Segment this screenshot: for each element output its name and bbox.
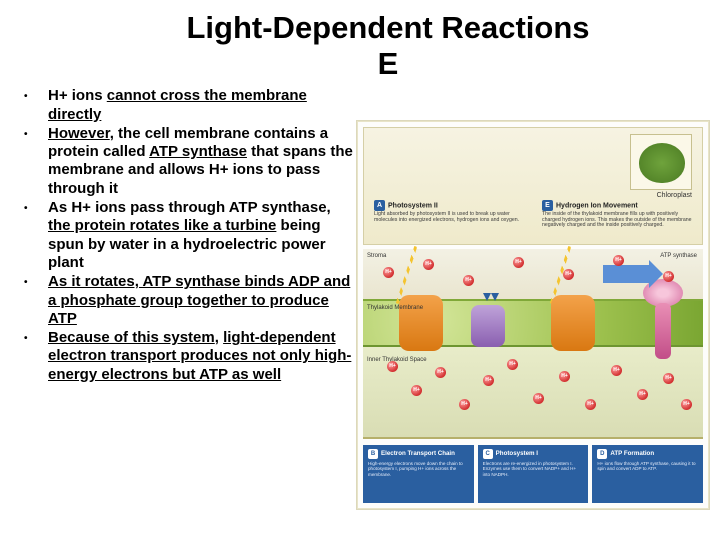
h-ion: H+ xyxy=(585,399,596,410)
bullet-text: However, the cell membrane contains a pr… xyxy=(48,125,356,198)
bullet-text: Because of this system, light-dependent … xyxy=(48,329,356,384)
atp-synthase-stem xyxy=(655,303,671,359)
h-ion: H+ xyxy=(663,271,674,282)
h-ion: H+ xyxy=(423,259,434,270)
bullet-text: H+ ions cannot cross the membrane direct… xyxy=(48,87,356,124)
bottom-panel-d: DATP Formation H+ ions flow through ATP … xyxy=(592,445,703,503)
bullet-marker: • xyxy=(24,199,48,215)
h-ion: H+ xyxy=(563,269,574,280)
bullet-text: As H+ ions pass through ATP synthase, th… xyxy=(48,199,356,272)
h-ion: H+ xyxy=(611,365,622,376)
bullet-item: • However, the cell membrane contains a … xyxy=(24,125,356,198)
figure-top-region: Chloroplast APhotosystem II Light absorb… xyxy=(363,127,703,245)
chloroplast-icon xyxy=(639,143,685,183)
panel-e: EHydrogen Ion Movement The inside of the… xyxy=(542,200,692,240)
arrow-down-icon xyxy=(483,293,491,301)
h-ion: H+ xyxy=(483,375,494,386)
membrane-label: Thylakoid Membrane xyxy=(367,305,423,311)
photosystem-ii xyxy=(399,295,443,351)
atp-synthase xyxy=(641,279,685,359)
panel-e-title: EHydrogen Ion Movement xyxy=(542,200,692,211)
chloroplast-label: Chloroplast xyxy=(657,192,692,199)
content-row: • H+ ions cannot cross the membrane dire… xyxy=(24,87,712,385)
h-ion: H+ xyxy=(387,361,398,372)
bullet-item: • As it rotates, ATP synthase binds ADP … xyxy=(24,273,356,328)
figure-frame: Chloroplast APhotosystem II Light absorb… xyxy=(356,120,710,510)
bottom-panel-b: BElectron Transport Chain High-energy el… xyxy=(363,445,474,503)
atp-synthase-label: ATP synthase xyxy=(660,253,697,259)
figure-column: Chloroplast APhotosystem II Light absorb… xyxy=(356,120,710,510)
electron-carrier xyxy=(471,305,505,347)
bullet-marker: • xyxy=(24,87,48,103)
h-ion: H+ xyxy=(663,373,674,384)
bottom-panel-text: High-energy electrons move down the chai… xyxy=(368,461,469,477)
text-column: • H+ ions cannot cross the membrane dire… xyxy=(24,87,362,385)
h-ion: H+ xyxy=(507,359,518,370)
bottom-panel-title: CPhotosystem I xyxy=(483,449,584,459)
h-ion: H+ xyxy=(459,399,470,410)
title-line-1: Light-Dependent Reactions xyxy=(186,10,589,45)
h-ion: H+ xyxy=(533,393,544,404)
bottom-panel-title: BElectron Transport Chain xyxy=(368,449,469,459)
panel-a-title: APhotosystem II xyxy=(374,200,524,211)
stroma-label: Stroma xyxy=(367,253,386,259)
panel-a-text: Light absorbed by photosystem II is used… xyxy=(374,212,524,223)
figure-diagram: Thylakoid Membrane Inner Thylakoid Space… xyxy=(363,249,703,439)
h-ion: H+ xyxy=(513,257,524,268)
bullet-item: • Because of this system, light-dependen… xyxy=(24,329,356,384)
slide: Light-Dependent Reactions E • H+ ions ca… xyxy=(0,0,720,540)
h-ion: H+ xyxy=(559,371,570,382)
photosystem-i xyxy=(551,295,595,351)
arrow-icon xyxy=(603,265,651,283)
arrow-down-icon xyxy=(491,293,499,301)
bottom-panel-c: CPhotosystem I Electrons are re-energize… xyxy=(478,445,589,503)
figure-bottom-panels: BElectron Transport Chain High-energy el… xyxy=(363,445,703,503)
bullet-item: • As H+ ions pass through ATP synthase, … xyxy=(24,199,356,272)
chloroplast-inset xyxy=(630,134,692,190)
bottom-panel-text: Electrons are re-energized in photosyste… xyxy=(483,461,584,477)
panel-e-text: The inside of the thylakoid membrane fil… xyxy=(542,212,692,229)
h-ion: H+ xyxy=(681,399,692,410)
bullet-list: • H+ ions cannot cross the membrane dire… xyxy=(24,87,356,384)
bullet-marker: • xyxy=(24,273,48,289)
bullet-text: As it rotates, ATP synthase binds ADP an… xyxy=(48,273,356,328)
h-ion: H+ xyxy=(411,385,422,396)
h-ion: H+ xyxy=(463,275,474,286)
bullet-item: • H+ ions cannot cross the membrane dire… xyxy=(24,87,356,124)
title-line-2: E xyxy=(378,46,399,81)
bullet-marker: • xyxy=(24,329,48,345)
h-ion: H+ xyxy=(613,255,624,266)
slide-title: Light-Dependent Reactions E xyxy=(64,10,712,81)
badge-e: E xyxy=(542,200,553,211)
bottom-panel-title: DATP Formation xyxy=(597,449,698,459)
panel-a: APhotosystem II Light absorbed by photos… xyxy=(374,200,524,240)
h-ion: H+ xyxy=(435,367,446,378)
bottom-panel-text: H+ ions flow through ATP synthase, causi… xyxy=(597,461,698,472)
h-ion: H+ xyxy=(637,389,648,400)
h-ion: H+ xyxy=(383,267,394,278)
badge-a: A xyxy=(374,200,385,211)
bullet-marker: • xyxy=(24,125,48,141)
